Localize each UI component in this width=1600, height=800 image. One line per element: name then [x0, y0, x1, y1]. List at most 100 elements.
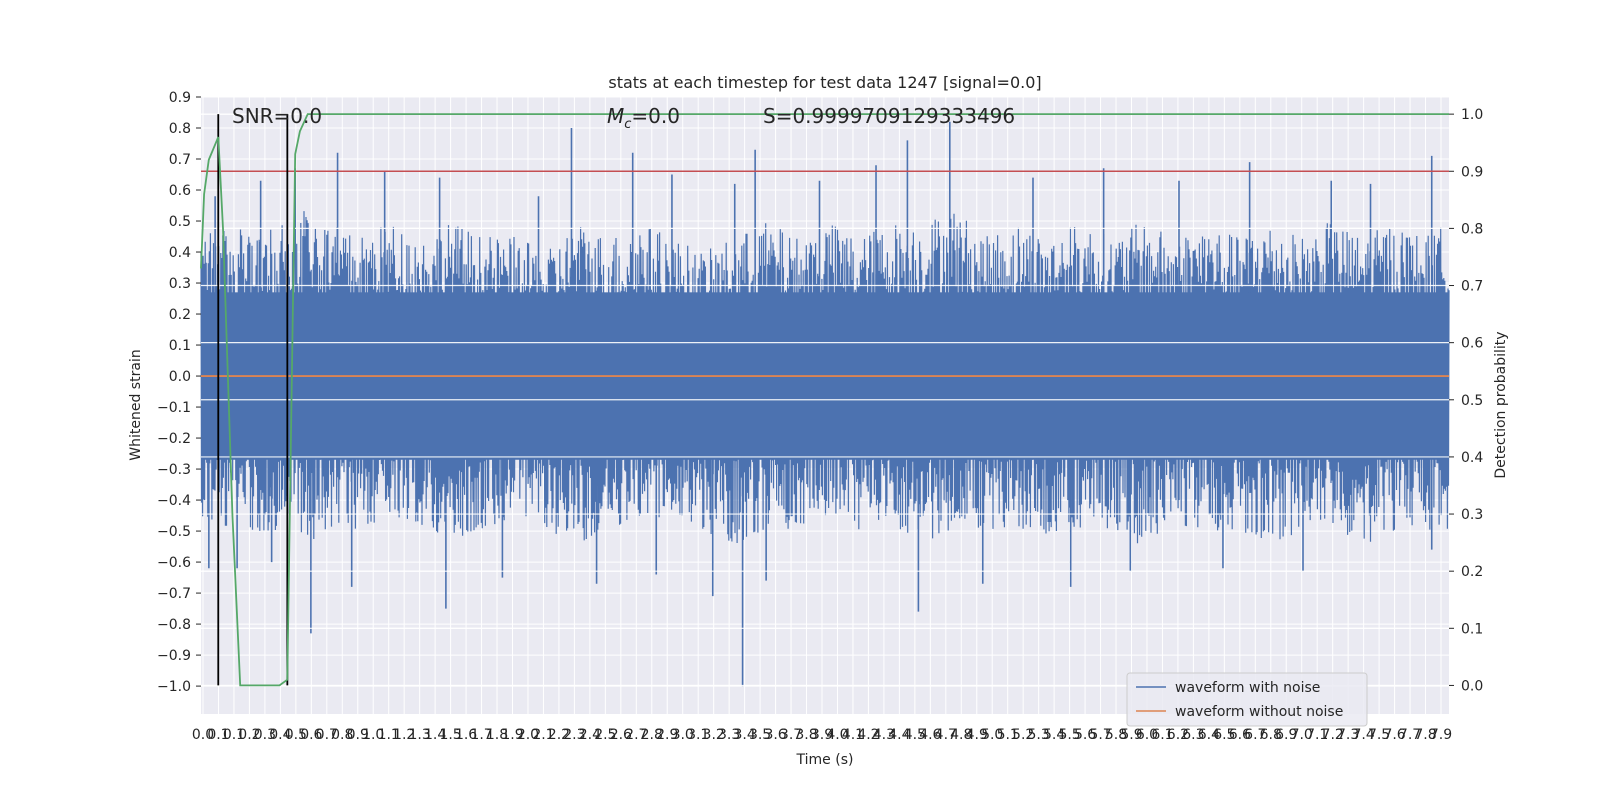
x-tick-label: 2.9 — [656, 727, 678, 743]
x-tick-label: 1.5 — [439, 727, 461, 743]
x-tick-label: 2.0 — [517, 727, 539, 743]
y-right-tick-label: 0.6 — [1461, 336, 1483, 352]
y-tick-label: 0.6 — [169, 183, 191, 199]
y-right-tick-label: 0.9 — [1461, 164, 1483, 180]
x-tick-label: 3.3 — [718, 727, 740, 743]
x-tick-label: 1.4 — [424, 727, 446, 743]
y-tick-label: 0.1 — [169, 338, 191, 354]
chirp-mass-annotation: Mc=0.0 — [607, 104, 680, 132]
y-tick-label: 0.2 — [169, 307, 191, 323]
y-tick-label: −0.8 — [157, 617, 191, 633]
x-tick-label: 7.5 — [1368, 727, 1390, 743]
x-tick-label: 4.4 — [888, 727, 910, 743]
y-tick-label: −0.1 — [157, 400, 191, 416]
x-tick-label: 4.7 — [935, 727, 957, 743]
x-tick-label: 0.7 — [316, 727, 338, 743]
x-tick-label: 5.8 — [1105, 727, 1127, 743]
x-tick-label: 1.1 — [378, 727, 400, 743]
x-tick-label: 0.1 — [223, 727, 245, 743]
x-tick-label: 0.1 — [207, 727, 229, 743]
y-tick-label: −1.0 — [157, 679, 191, 695]
y-right-tick-label: 1.0 — [1461, 107, 1483, 123]
x-tick-label: 7.3 — [1337, 727, 1359, 743]
x-tick-label: 2.5 — [594, 727, 616, 743]
x-tick-label: 7.9 — [1430, 727, 1452, 743]
y-tick-label: 0.5 — [169, 214, 191, 230]
series-lines — [200, 113, 1449, 687]
x-tick-label: 6.8 — [1260, 727, 1282, 743]
x-tick-label: 6.9 — [1275, 727, 1297, 743]
x-tick-label: 3.6 — [764, 727, 786, 743]
detection-probability-line — [200, 113, 1449, 687]
y-axis-right-label: Detection probability — [1493, 331, 1509, 478]
x-tick-label: 3.2 — [703, 727, 725, 743]
y-tick-label: 0.0 — [169, 369, 191, 385]
y-tick-label: −0.9 — [157, 648, 191, 664]
y-right-tick-label: 0.1 — [1461, 621, 1483, 637]
y-right-tick-label: 0.0 — [1461, 678, 1483, 694]
y-tick-label: 0.8 — [169, 121, 191, 137]
y-tick-label: −0.5 — [157, 524, 191, 540]
x-tick-label: 5.6 — [1074, 727, 1096, 743]
x-tick-label: 5.1 — [997, 727, 1019, 743]
x-tick-label: 6.3 — [1182, 727, 1204, 743]
x-tick-label: 0.4 — [269, 727, 291, 743]
x-tick-label: 1.6 — [455, 727, 477, 743]
x-tick-label: 0.2 — [238, 727, 260, 743]
legend: waveform with noise waveform without noi… — [1126, 672, 1368, 727]
y-right-tick-label: 0.8 — [1461, 221, 1483, 237]
x-tick-label: 1.8 — [486, 727, 508, 743]
x-tick-label: 6.2 — [1167, 727, 1189, 743]
y-tick-label: 0.4 — [169, 245, 191, 261]
x-tick-label: 3.5 — [749, 727, 771, 743]
y-tick-label: −0.6 — [157, 555, 191, 571]
stat-s-annotation: S=0.9999709129333496 — [763, 104, 1015, 128]
x-tick-label: 1.9 — [501, 727, 523, 743]
x-tick-label: 7.7 — [1399, 727, 1421, 743]
x-tick-label: 4.6 — [919, 727, 941, 743]
x-tick-label: 0.3 — [254, 727, 276, 743]
x-tick-label: 6.7 — [1244, 727, 1266, 743]
x-tick-label: 4.1 — [842, 727, 864, 743]
y-right-tick-label: 0.5 — [1461, 393, 1483, 409]
y-axis-label: Whitened strain — [128, 349, 144, 460]
x-tick-label: 6.5 — [1213, 727, 1235, 743]
x-tick-label: 2.7 — [625, 727, 647, 743]
x-tick-label: 6.0 — [1136, 727, 1158, 743]
x-tick-label: 0.5 — [285, 727, 307, 743]
x-tick-label: 4.5 — [904, 727, 926, 743]
chirp-mass-symbol: M — [607, 104, 624, 128]
x-tick-label: 4.8 — [950, 727, 972, 743]
x-tick-label: 1.3 — [409, 727, 431, 743]
y-right-tick-label: 0.3 — [1461, 507, 1483, 523]
x-tick-label: 1.7 — [470, 727, 492, 743]
x-tick-label: 3.8 — [795, 727, 817, 743]
x-tick-label: 5.4 — [1043, 727, 1065, 743]
chirp-mass-value: =0.0 — [631, 104, 680, 128]
x-tick-label: 5.7 — [1089, 727, 1111, 743]
x-tick-label: 4.2 — [857, 727, 879, 743]
snr-annotation: SNR=0.0 — [232, 104, 322, 128]
x-tick-label: 5.0 — [981, 727, 1003, 743]
legend-box — [1126, 672, 1368, 727]
x-tick-label: 6.1 — [1151, 727, 1173, 743]
x-tick-label: 0.9 — [347, 727, 369, 743]
x-tick-label: 0.8 — [331, 727, 353, 743]
legend-label-clean: waveform without noise — [1175, 704, 1343, 720]
x-tick-label: 0.6 — [300, 727, 322, 743]
y-tick-label: −0.2 — [157, 431, 191, 447]
y-tick-label: 0.7 — [169, 152, 191, 168]
x-tick-label: 3.1 — [687, 727, 709, 743]
y-tick-label: −0.3 — [157, 462, 191, 478]
x-tick-label: 7.0 — [1291, 727, 1313, 743]
x-tick-label: 2.1 — [532, 727, 554, 743]
x-tick-label: 2.6 — [610, 727, 632, 743]
x-tick-label: 3.4 — [733, 727, 755, 743]
x-tick-label: 5.2 — [1012, 727, 1034, 743]
y-right-tick-label: 0.7 — [1461, 279, 1483, 295]
y-right-tick-label: 0.4 — [1461, 450, 1483, 466]
x-tick-label: 4.9 — [966, 727, 988, 743]
x-tick-label: 3.0 — [672, 727, 694, 743]
x-tick-label: 7.2 — [1322, 727, 1344, 743]
